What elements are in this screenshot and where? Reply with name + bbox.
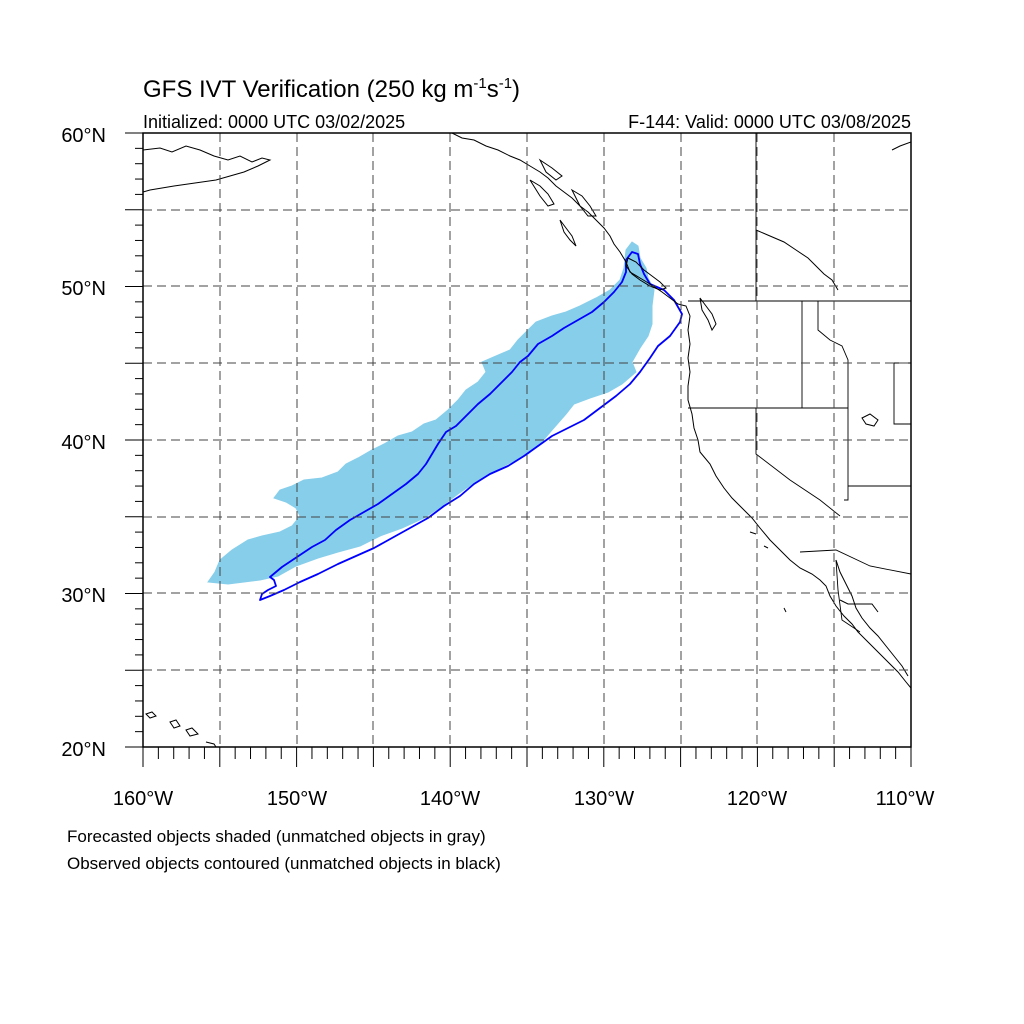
forecast-ivt-object <box>207 241 655 585</box>
political-borders <box>688 133 911 633</box>
lat-label-40n: 40°N <box>61 432 106 454</box>
lat-label-20n: 20°N <box>61 739 106 761</box>
map-title: GFS IVT Verification (250 kg m-1s-1) <box>143 75 520 103</box>
latitude-labels: 60°N 50°N 40°N 30°N 20°N <box>61 125 106 761</box>
lat-label-50n: 50°N <box>61 278 106 300</box>
lon-label-110w: 110°W <box>876 788 935 810</box>
graticule <box>143 133 911 747</box>
lon-label-130w: 130°W <box>574 788 634 810</box>
valid-time: F-144: Valid: 0000 UTC 03/08/2025 <box>628 112 911 132</box>
lon-label-160w: 160°W <box>113 788 173 810</box>
map-area <box>143 133 911 747</box>
footnote-forecast: Forecasted objects shaded (unmatched obj… <box>67 827 486 846</box>
lat-label-30n: 30°N <box>61 585 106 607</box>
lon-label-140w: 140°W <box>420 788 480 810</box>
lon-label-120w: 120°W <box>727 788 787 810</box>
initialized-time: Initialized: 0000 UTC 03/02/2025 <box>143 112 405 132</box>
longitude-labels: 160°W 150°W 140°W 130°W 120°W 110°W <box>113 788 935 810</box>
footnote-observed: Observed objects contoured (unmatched ob… <box>67 854 501 873</box>
coastlines <box>143 133 911 747</box>
axis-ticks <box>125 132 912 767</box>
observed-ivt-object <box>259 251 683 601</box>
lat-label-60n: 60°N <box>61 125 106 147</box>
lon-label-150w: 150°W <box>267 788 327 810</box>
